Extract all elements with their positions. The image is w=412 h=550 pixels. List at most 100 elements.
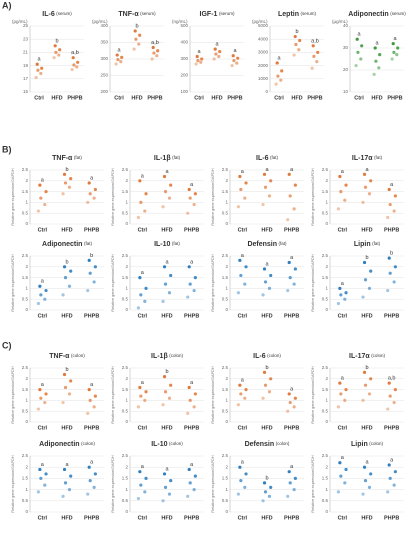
chart-title-suffix: (serum) bbox=[390, 11, 406, 16]
unit-label: (pg/mL) bbox=[12, 19, 28, 24]
data-point bbox=[152, 51, 156, 55]
data-point bbox=[92, 405, 96, 409]
data-point bbox=[336, 301, 340, 306]
data-point bbox=[369, 179, 373, 183]
x-tick-label: Ctrl bbox=[38, 425, 48, 431]
y-tick-label: 300 bbox=[180, 56, 188, 61]
y-tick-label: 0.5 bbox=[122, 296, 129, 301]
chart-title-text: TNF-α bbox=[52, 155, 73, 162]
data-point bbox=[156, 49, 160, 53]
significance-letter: a bbox=[165, 259, 169, 265]
data-point bbox=[92, 196, 96, 200]
data-point bbox=[34, 75, 38, 80]
data-point bbox=[336, 405, 340, 409]
data-point bbox=[387, 187, 391, 192]
data-point bbox=[343, 297, 347, 301]
significance-letter: a bbox=[233, 48, 237, 54]
significance-letter: b bbox=[55, 38, 58, 44]
x-tick-label: Ctrl bbox=[238, 515, 248, 521]
y-tick-label: 300 bbox=[100, 56, 108, 61]
unit-label: (pg/mL) bbox=[92, 19, 108, 24]
data-point bbox=[269, 377, 273, 381]
data-point bbox=[263, 280, 268, 284]
data-point bbox=[293, 267, 297, 271]
data-point bbox=[139, 394, 143, 398]
data-point bbox=[363, 479, 368, 483]
data-point bbox=[137, 42, 141, 46]
data-point bbox=[44, 190, 48, 194]
y-tick-label: 0 bbox=[325, 307, 328, 312]
data-point bbox=[336, 207, 340, 211]
data-point bbox=[67, 284, 72, 288]
data-point bbox=[239, 187, 243, 192]
data-point bbox=[35, 62, 39, 66]
y-tick-label: 2.5 bbox=[122, 167, 129, 172]
data-point bbox=[188, 398, 192, 402]
significance-letter: a bbox=[165, 466, 169, 472]
data-point bbox=[44, 392, 48, 396]
data-point bbox=[43, 202, 47, 207]
data-point bbox=[338, 381, 342, 385]
chart-title: Leptin (serum) bbox=[278, 11, 317, 18]
y-tick-label: 1 bbox=[125, 200, 128, 205]
y-tick-label: 21 bbox=[23, 50, 29, 55]
data-point bbox=[163, 485, 168, 489]
data-point bbox=[188, 196, 192, 200]
significance-letter: a bbox=[341, 169, 345, 175]
significance-letter: a bbox=[241, 460, 245, 466]
panel-label: A) bbox=[2, 0, 12, 10]
y-tick-label: 0.5 bbox=[322, 296, 329, 301]
x-tick-label: Ctrl bbox=[38, 313, 48, 319]
x-tick-label: PHPB bbox=[227, 95, 242, 101]
significance-letter: a bbox=[393, 36, 397, 42]
data-point bbox=[244, 265, 248, 269]
data-point bbox=[288, 194, 292, 198]
data-point bbox=[367, 286, 372, 290]
chart-title: IL-17α (colon) bbox=[349, 353, 385, 360]
data-point bbox=[236, 492, 240, 496]
chart-title-suffix: (fat) bbox=[74, 155, 83, 160]
data-point bbox=[188, 481, 192, 485]
y-axis-label: Relative gene expression/GAPDH bbox=[211, 254, 215, 311]
chart-title-suffix: (fat) bbox=[374, 155, 383, 160]
data-point bbox=[186, 295, 190, 299]
y-tick-label: 1.5 bbox=[322, 476, 329, 481]
data-point bbox=[52, 56, 56, 60]
data-point bbox=[386, 288, 390, 293]
y-tick-label: 2.5 bbox=[222, 167, 229, 172]
x-tick-label: Ctrl bbox=[338, 425, 348, 431]
data-point bbox=[63, 385, 68, 390]
data-point bbox=[235, 61, 239, 65]
significance-letter: a bbox=[290, 167, 294, 173]
data-point bbox=[244, 181, 248, 185]
unit-label: (µg/mL) bbox=[332, 19, 348, 24]
y-tick-label: 1 bbox=[125, 398, 128, 403]
y-tick-label: 2 bbox=[325, 376, 328, 381]
data-point bbox=[354, 64, 358, 68]
data-point bbox=[187, 265, 191, 269]
data-point bbox=[44, 472, 48, 476]
x-tick-label: HFD bbox=[161, 515, 172, 521]
y-tick-label: 1 bbox=[225, 487, 228, 492]
data-point bbox=[267, 286, 272, 290]
y-tick-label: 2.5 bbox=[322, 453, 329, 458]
significance-letter: a bbox=[277, 55, 281, 61]
data-point bbox=[338, 286, 342, 290]
data-point bbox=[169, 183, 173, 187]
data-point bbox=[144, 390, 148, 394]
data-point bbox=[261, 202, 265, 207]
y-tick-label: 1 bbox=[325, 487, 328, 492]
significance-letter: a bbox=[341, 376, 345, 382]
y-tick-label: 250 bbox=[100, 73, 108, 78]
y-tick-label: 200 bbox=[180, 73, 188, 78]
x-tick-label: Ctrl bbox=[238, 227, 248, 233]
data-point bbox=[292, 53, 296, 57]
data-point bbox=[243, 196, 247, 200]
data-point bbox=[275, 61, 279, 65]
x-tick-label: HFD bbox=[261, 515, 272, 521]
data-point bbox=[392, 483, 396, 487]
chart-title-text: Adiponectin bbox=[348, 11, 388, 18]
chart-title-text: TNF-α bbox=[49, 353, 70, 360]
significance-letter: a bbox=[215, 42, 219, 48]
data-point bbox=[361, 200, 365, 204]
